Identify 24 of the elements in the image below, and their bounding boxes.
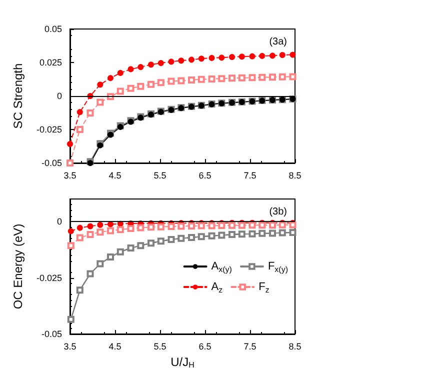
x-tick-label: 4.5 bbox=[108, 342, 122, 352]
x-tick-label: 3.5 bbox=[64, 342, 76, 352]
x-tick-label: 3.5 bbox=[64, 170, 76, 180]
x-tick-label: 5.5 bbox=[154, 342, 166, 352]
y-tick-label: -0.05 bbox=[41, 329, 62, 339]
x-tick-label: 8.5 bbox=[288, 342, 302, 352]
x-tick-label: 5.5 bbox=[154, 170, 166, 180]
x-tick-label: 4.5 bbox=[108, 170, 122, 180]
y-tick-label: -0.05 bbox=[41, 158, 62, 168]
y-tick-label: 0 bbox=[56, 91, 62, 101]
y-tick-label: 0.025 bbox=[39, 58, 62, 68]
x-tick-label: 6.5 bbox=[198, 170, 212, 180]
y-axis-title: SC Strength bbox=[11, 63, 25, 129]
y-axis-title: OC Energy (eV) bbox=[11, 224, 25, 310]
x-tick-label: 7.5 bbox=[244, 170, 256, 180]
y-tick-label: -0.025 bbox=[36, 124, 62, 134]
y-tick-label: -0.025 bbox=[36, 272, 62, 283]
y-tick-label: 0.05 bbox=[44, 24, 62, 34]
annotation: (3a) bbox=[269, 36, 288, 48]
y-tick-label: 0 bbox=[56, 216, 62, 226]
x-tick-label: 7.5 bbox=[244, 342, 256, 352]
x-tick-label: 6.5 bbox=[198, 342, 212, 352]
x-tick-label: 8.5 bbox=[288, 170, 302, 180]
annotation: (3b) bbox=[269, 206, 288, 218]
